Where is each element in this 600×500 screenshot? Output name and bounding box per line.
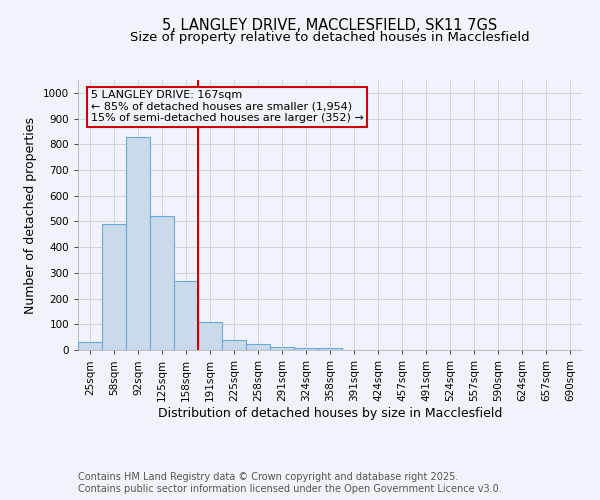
Text: 5, LANGLEY DRIVE, MACCLESFIELD, SK11 7GS: 5, LANGLEY DRIVE, MACCLESFIELD, SK11 7GS bbox=[163, 18, 497, 32]
Text: Contains public sector information licensed under the Open Government Licence v3: Contains public sector information licen… bbox=[78, 484, 502, 494]
Text: Contains HM Land Registry data © Crown copyright and database right 2025.: Contains HM Land Registry data © Crown c… bbox=[78, 472, 458, 482]
Bar bbox=[270, 348, 294, 350]
Text: 5 LANGLEY DRIVE: 167sqm
← 85% of detached houses are smaller (1,954)
15% of semi: 5 LANGLEY DRIVE: 167sqm ← 85% of detache… bbox=[91, 90, 364, 124]
Bar bbox=[150, 216, 174, 350]
Bar bbox=[222, 340, 246, 350]
Bar bbox=[78, 342, 102, 350]
Bar bbox=[318, 348, 342, 350]
X-axis label: Distribution of detached houses by size in Macclesfield: Distribution of detached houses by size … bbox=[158, 406, 502, 420]
Bar bbox=[294, 348, 318, 350]
Text: Size of property relative to detached houses in Macclesfield: Size of property relative to detached ho… bbox=[130, 31, 530, 44]
Y-axis label: Number of detached properties: Number of detached properties bbox=[24, 116, 37, 314]
Bar bbox=[198, 322, 222, 350]
Bar bbox=[246, 344, 270, 350]
Bar bbox=[174, 280, 198, 350]
Bar bbox=[102, 224, 126, 350]
Bar bbox=[126, 136, 150, 350]
